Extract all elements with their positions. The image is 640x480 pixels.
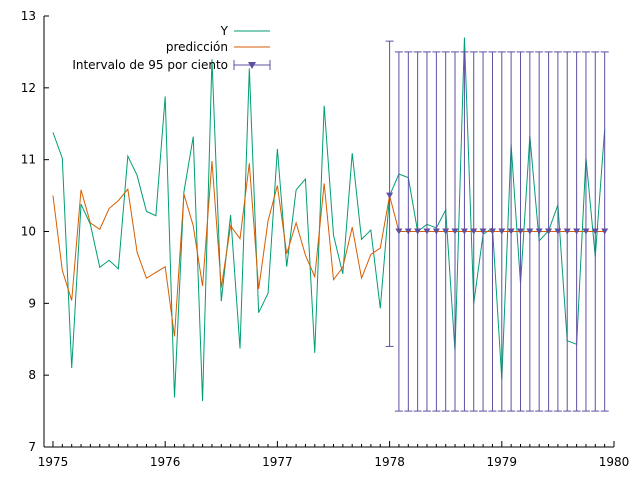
interval-bar [544, 51, 553, 412]
interval-center-marker [451, 228, 459, 235]
interval-bar [572, 51, 581, 412]
interval-bar [385, 40, 394, 347]
interval-bar [394, 51, 403, 412]
interval-center-marker [526, 228, 534, 235]
interval-center-marker [554, 228, 562, 235]
interval-center-marker [563, 228, 571, 235]
axes: 7 8 9 10 11 12 13 1975 1976 1977 1978 1979 1980 [21, 9, 630, 469]
legend-label-y: Y [220, 24, 229, 38]
interval-bar [432, 51, 441, 412]
interval-bar [525, 51, 534, 412]
x-tick-label: 1980 [599, 455, 630, 469]
interval-bar [451, 51, 460, 412]
interval-center-marker [582, 228, 590, 235]
interval-bar [507, 51, 516, 412]
interval-bar [497, 51, 506, 412]
y-tick-label: 11 [21, 153, 36, 167]
interval-bar [535, 51, 544, 412]
interval-center-marker [442, 228, 450, 235]
interval-center-marker [423, 228, 431, 235]
interval-bar [488, 51, 497, 412]
x-tick-label: 1979 [487, 455, 518, 469]
series-prediccion-line [52, 161, 605, 337]
interval-center-marker [404, 228, 412, 235]
x-tick-label: 1977 [262, 455, 293, 469]
interval-center-marker [507, 228, 515, 235]
series-y-line [52, 37, 606, 402]
interval-center-marker [601, 228, 609, 235]
plot-area [52, 37, 609, 412]
y-tick-label: 10 [21, 225, 36, 239]
interval-center-marker [432, 228, 440, 235]
interval-bar [422, 51, 431, 412]
legend-label-prediccion: predicción [166, 40, 228, 54]
y-tick-label: 13 [21, 9, 36, 23]
y-tick-label: 9 [28, 296, 36, 310]
y-tick-label: 7 [28, 440, 36, 454]
interval-bar [441, 51, 450, 412]
interval-center-marker [535, 228, 543, 235]
interval-center-marker [545, 228, 553, 235]
interval-center-marker [498, 228, 506, 235]
x-tick-label: 1975 [38, 455, 69, 469]
interval-bar [591, 51, 600, 412]
legend: Y predicción Intervalo de 95 por ciento [72, 24, 271, 72]
interval-center-marker [517, 228, 525, 235]
interval-center-marker [414, 228, 422, 235]
interval-bar [479, 51, 488, 412]
interval-bar [460, 51, 469, 412]
interval-center-marker [573, 228, 581, 235]
interval-bar [553, 51, 562, 412]
interval-bar [516, 51, 525, 412]
interval-center-marker [591, 228, 599, 235]
legend-label-interval: Intervalo de 95 por ciento [72, 58, 228, 72]
x-tick-label: 1978 [374, 455, 405, 469]
y-tick-label: 12 [21, 81, 36, 95]
interval-bar [404, 51, 413, 412]
interval-center-marker [386, 192, 394, 199]
interval-bar [581, 51, 590, 412]
interval-center-marker [395, 228, 403, 235]
x-tick-label: 1976 [150, 455, 181, 469]
y-tick-label: 8 [28, 368, 36, 382]
interval-bar [600, 51, 609, 412]
interval-center-marker [488, 228, 496, 235]
interval-center-marker [479, 228, 487, 235]
interval-bar [469, 51, 478, 412]
legend-swatch-interval [233, 60, 271, 70]
interval-bar [413, 51, 422, 412]
interval-bar [563, 51, 572, 412]
interval-center-marker [470, 228, 478, 235]
interval-center-marker [460, 228, 468, 235]
